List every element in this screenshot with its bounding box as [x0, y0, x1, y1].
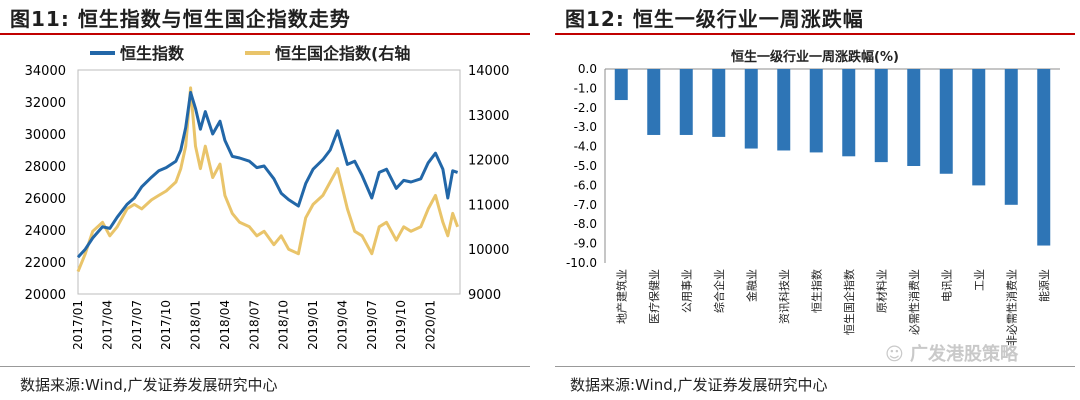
bar-y-tick-label: -5.0: [574, 159, 597, 173]
left-y-tick-label: 34000: [25, 64, 66, 79]
series-line-hscei: [76, 86, 460, 273]
left-y-tick-label: 24000: [25, 224, 66, 239]
bar: [809, 69, 823, 153]
bar-chart-title: 恒生一级行业一周涨跌幅(%): [731, 49, 899, 65]
bar: [744, 69, 758, 149]
bar-y-tick-label: -2.0: [574, 101, 597, 115]
right-figure-label: 图12:: [565, 7, 625, 31]
x-tick-label: 2020/01: [424, 300, 438, 350]
bar-y-tick-label: -3.0: [574, 120, 597, 134]
right-figure-caption: 恒生一级行业一周涨跌幅: [632, 7, 864, 31]
left-y-tick-label: 32000: [25, 96, 66, 111]
x-tick-label: 2017/07: [130, 300, 144, 350]
bar: [712, 69, 726, 137]
bar-category-label: 恒生指数: [809, 269, 823, 313]
x-tick-label: 2017/10: [159, 300, 173, 350]
bar-category-label: 综合企业: [712, 269, 726, 313]
x-tick-label: 2018/04: [218, 300, 232, 350]
left-y-tick-label: 28000: [25, 160, 66, 175]
x-tick-label: 2019/10: [394, 300, 408, 350]
bar-y-tick-label: -1.0: [574, 81, 597, 95]
left-figure-caption: 恒生指数与恒生国企指数走势: [77, 7, 351, 31]
left-source-rule: [0, 366, 530, 367]
bar: [842, 69, 856, 157]
bar-category-label: 地产建筑业: [614, 269, 628, 324]
bar-category-label: 非必需性消费业: [1004, 269, 1018, 346]
right-y-tick-label: 10000: [468, 243, 509, 258]
x-tick-label: 2019/07: [365, 300, 379, 350]
left-plot-frame: [77, 69, 461, 295]
bar-category-label: 公用事业: [680, 269, 693, 313]
left-title-rule: [0, 33, 530, 35]
x-tick-label: 2019/04: [335, 300, 349, 350]
bar-category-label: 能源业: [1037, 269, 1051, 302]
bar-category-label: 必需性消费业: [907, 269, 921, 335]
watermark-text: 广发港股策略: [910, 344, 1019, 365]
right-source-note: 数据来源:Wind,广发证券发展研究中心: [570, 376, 828, 394]
watermark-icon: ☺: [885, 344, 911, 365]
left-y-tick-label: 20000: [25, 288, 66, 303]
left-figure-label: 图11:: [10, 7, 70, 31]
right-y-tick-label: 11000: [468, 198, 509, 213]
x-tick-label: 2019/01: [306, 300, 320, 350]
left-figure-panel: 图11: 恒生指数与恒生国企指数走势 20000 22000 24000 26000 2…: [0, 0, 530, 400]
left-figure-title: 图11: 恒生指数与恒生国企指数走势: [10, 3, 351, 32]
series-line-hsi: [76, 90, 459, 259]
bar: [907, 69, 921, 166]
bar-category-label: 电讯业: [940, 269, 953, 302]
watermark: ☺ 广发港股策略: [885, 340, 1018, 366]
left-source-note: 数据来源:Wind,广发证券发展研究中心: [20, 376, 278, 394]
bar: [679, 69, 693, 135]
bar-y-tick-label: -7.0: [574, 198, 597, 212]
bar-y-tick-label: -10.0: [566, 256, 597, 270]
right-figure-panel: 图12: 恒生一级行业一周涨跌幅 恒生一级行业一周涨跌幅(%) 0.0 -1.0 -2…: [555, 0, 1080, 400]
bar-category-label: 原材料业: [874, 269, 888, 313]
bar-y-tick-label: -8.0: [574, 217, 597, 231]
x-tick-label: 2018/10: [277, 300, 291, 350]
bar-y-tick-label: -6.0: [574, 178, 597, 192]
bar-category-label: 医疗保健业: [647, 269, 661, 324]
legend-hsi-label: 恒生指数: [120, 44, 185, 63]
bar-y-tick-label: -4.0: [574, 140, 597, 154]
right-y-tick-label: 12000: [468, 154, 509, 169]
x-tick-label: 2018/01: [189, 300, 203, 350]
right-bar-chart: 恒生一级行业一周涨跌幅(%) 0.0 -1.0 -2.0 -3.0 -4.0 -5.0 -6.…: [566, 49, 1060, 346]
left-y-tick-label: 26000: [25, 192, 66, 207]
legend-hscei-label: 恒生国企指数(右轴: [275, 44, 410, 63]
right-y-tick-label: 13000: [468, 109, 509, 124]
x-tick-label: 2017/04: [100, 300, 114, 350]
right-title-rule: [555, 33, 1075, 35]
bar: [777, 69, 791, 151]
bar: [1037, 69, 1051, 246]
x-tick-label: 2017/01: [71, 300, 85, 350]
bar-y-tick-label: -9.0: [574, 237, 597, 251]
x-tick-label: 2018/07: [247, 300, 261, 350]
left-line-chart: 20000 22000 24000 26000 28000 30000 32000 34000…: [25, 44, 510, 350]
bar-category-label: 金融业: [744, 269, 758, 302]
bar: [1004, 69, 1018, 205]
bar: [614, 69, 628, 101]
left-y-tick-label: 22000: [25, 256, 66, 271]
right-y-tick-label: 9000: [468, 288, 501, 303]
bar-y-tick-label: 0.0: [578, 62, 597, 76]
right-source-rule: [555, 366, 1075, 367]
bar: [972, 69, 986, 186]
bar: [647, 69, 661, 135]
left-y-tick-label: 30000: [25, 128, 66, 143]
right-y-tick-label: 14000: [468, 64, 509, 79]
right-figure-title: 图12: 恒生一级行业一周涨跌幅: [565, 3, 864, 32]
bar-category-label: 资讯科技业: [777, 269, 791, 324]
bar-category-label: 恒生国企指数: [842, 269, 856, 335]
bar-category-label: 工业: [973, 269, 986, 291]
bar: [874, 69, 888, 163]
bar: [939, 69, 953, 174]
